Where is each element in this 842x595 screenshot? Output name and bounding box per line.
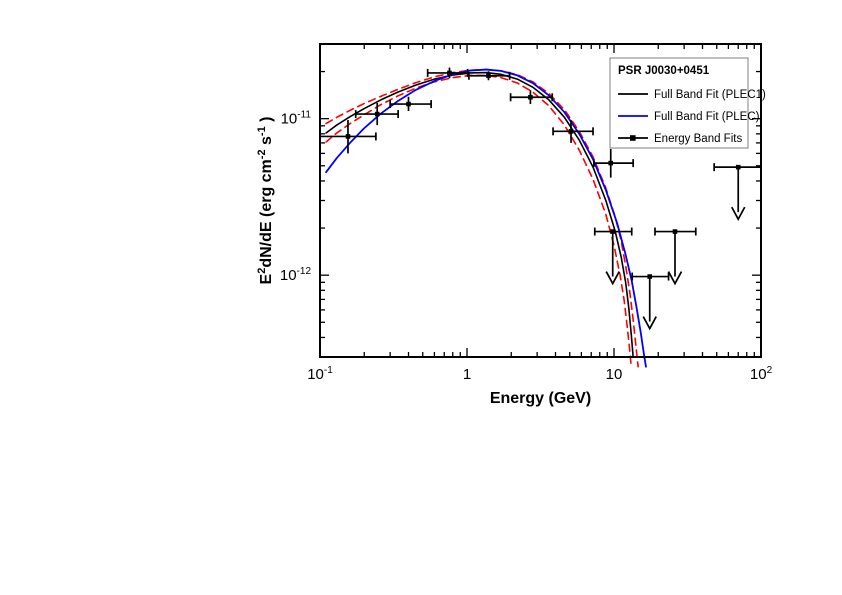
upper-limit-marker bbox=[593, 227, 633, 286]
data-marker bbox=[608, 160, 614, 166]
data-marker bbox=[672, 229, 678, 234]
fit-curves-layer bbox=[325, 68, 647, 368]
data-marker bbox=[735, 164, 741, 170]
legend-swatch-marker bbox=[630, 135, 636, 141]
arrow-down-icon bbox=[730, 206, 746, 221]
data-marker bbox=[486, 73, 491, 79]
legend-entry-label: Full Band Fit (PLEC) bbox=[654, 111, 760, 123]
energy-band-point bbox=[354, 102, 399, 126]
energy-band-point bbox=[389, 96, 432, 111]
fit-curve-2 bbox=[325, 74, 633, 368]
legend-title: PSR J0030+0451 bbox=[618, 65, 710, 77]
legend-box[interactable] bbox=[609, 57, 749, 149]
legend-entry-label: Energy Band Fits bbox=[654, 133, 742, 145]
arrow-down-icon bbox=[642, 316, 657, 331]
x-tick-label-0: 10-1 bbox=[307, 365, 333, 383]
upper-limit-marker bbox=[631, 272, 670, 331]
y-tick-label-0: 10-11 bbox=[281, 110, 312, 128]
arrow-down-icon bbox=[605, 271, 620, 286]
y-axis-title: E2dN/dE (erg cm-2 s-1 ) bbox=[256, 117, 275, 285]
energy-band-point bbox=[468, 71, 511, 81]
legend-layer[interactable]: PSR J0030+0451 Full Band Fit (PLEC1) Full … bbox=[609, 57, 766, 149]
legend-entry-1[interactable]: Full Band Fit (PLEC) bbox=[618, 111, 760, 123]
x-tick-label-2: 10 bbox=[606, 366, 623, 383]
fit-curve-0 bbox=[325, 71, 634, 358]
y-tick-label-1: 10-12 bbox=[280, 266, 312, 284]
legend-entry-0[interactable]: Full Band Fit (PLEC1) bbox=[618, 89, 766, 101]
axis-ticks-layer bbox=[319, 43, 762, 358]
energy-band-points-layer bbox=[319, 67, 762, 331]
x-axis-title: Energy (GeV) bbox=[490, 390, 591, 407]
energy-band-point bbox=[552, 120, 594, 143]
upper-limit-marker bbox=[654, 227, 697, 286]
arrow-down-icon bbox=[667, 271, 683, 286]
x-tick-label-3: 102 bbox=[750, 365, 773, 383]
data-marker bbox=[610, 229, 616, 234]
data-marker bbox=[568, 129, 574, 134]
fit-curve-3 bbox=[325, 68, 647, 368]
data-marker bbox=[528, 94, 533, 100]
data-marker bbox=[447, 70, 452, 76]
data-marker bbox=[647, 274, 653, 279]
energy-band-point bbox=[593, 149, 635, 178]
x-tick-label-1: 1 bbox=[463, 366, 471, 383]
energy-band-point bbox=[426, 67, 469, 79]
legend-entry-2[interactable]: Energy Band Fits bbox=[618, 133, 742, 145]
data-marker bbox=[374, 111, 380, 117]
energy-band-point bbox=[509, 90, 554, 105]
legend-entry-label: Full Band Fit (PLEC1) bbox=[654, 89, 766, 101]
data-marker bbox=[345, 134, 351, 139]
data-marker bbox=[406, 101, 411, 107]
